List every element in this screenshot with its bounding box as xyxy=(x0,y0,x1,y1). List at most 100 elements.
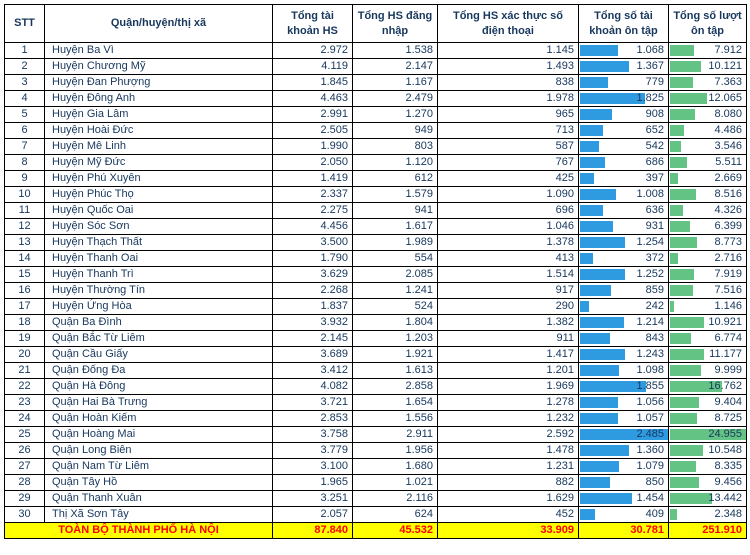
cell-district: Quận Thanh Xuân xyxy=(44,490,273,507)
cell-logins: 1.680 xyxy=(352,458,438,475)
cell-review-accounts: 850 xyxy=(578,474,669,491)
cell-phone-verified: 587 xyxy=(437,138,579,155)
review-accounts-bar xyxy=(580,365,620,376)
cell-district: Quận Cầu Giấy xyxy=(44,346,273,363)
table-row: 19 Quận Bắc Từ Liêm 2.145 1.203 911 843 6.774 xyxy=(4,330,747,347)
cell-value: 2.348 xyxy=(714,508,742,520)
cell-review-sessions: 2.669 xyxy=(668,170,747,187)
cell-value: 5.511 xyxy=(715,156,742,168)
cell-value: 1.825 xyxy=(636,92,664,104)
review-accounts-bar xyxy=(580,333,611,344)
review-accounts-bar xyxy=(580,173,595,184)
cell-logins: 1.579 xyxy=(352,186,438,203)
cell-value: 7.516 xyxy=(714,284,742,296)
cell-logins: 803 xyxy=(352,138,438,155)
cell-review-accounts: 1.243 xyxy=(578,346,669,363)
cell-review-sessions: 5.511 xyxy=(668,154,747,171)
review-accounts-bar xyxy=(580,429,668,440)
review-accounts-bar xyxy=(580,381,647,392)
cell-review-sessions: 9.999 xyxy=(668,362,747,379)
cell-review-sessions: 10.548 xyxy=(668,442,747,459)
cell-phone-verified: 1.145 xyxy=(437,42,579,59)
cell-value: 4.486 xyxy=(714,124,742,136)
cell-total-accounts: 1.845 xyxy=(272,74,353,91)
column-header-stt: STT xyxy=(4,4,45,43)
cell-review-accounts: 652 xyxy=(578,122,669,139)
cell-logins: 1.556 xyxy=(352,410,438,427)
table-row: 21 Quận Đống Đa 3.412 1.613 1.201 1.098 9.999 xyxy=(4,362,747,379)
cell-value: 2.485 xyxy=(636,428,664,440)
column-header-review-sessions: Tổng số lượt ôn tập xyxy=(668,4,747,43)
cell-stt: 3 xyxy=(4,74,45,91)
cell-value: 7.912 xyxy=(714,44,742,56)
cell-value: 931 xyxy=(645,220,664,232)
table-row: 13 Huyện Thạch Thất 3.500 1.989 1.378 1.254 8.… xyxy=(4,234,747,251)
table-row: 11 Huyện Quốc Oai 2.275 941 696 636 4.326 xyxy=(4,202,747,219)
cell-phone-verified: 965 xyxy=(437,106,579,123)
review-accounts-bar xyxy=(580,141,600,152)
cell-review-accounts: 1.254 xyxy=(578,234,669,251)
cell-logins: 949 xyxy=(352,122,438,139)
cell-total-accounts: 2.505 xyxy=(272,122,353,139)
cell-district: Huyện Thường Tín xyxy=(44,282,273,299)
cell-district: Quận Hai Bà Trưng xyxy=(44,394,273,411)
cell-value: 10.921 xyxy=(708,316,742,328)
cell-value: 7.919 xyxy=(714,268,742,280)
cell-review-accounts: 908 xyxy=(578,106,669,123)
cell-value: 6.399 xyxy=(714,220,742,232)
cell-phone-verified: 1.201 xyxy=(437,362,579,379)
review-sessions-bar xyxy=(670,381,722,392)
cell-review-accounts: 859 xyxy=(578,282,669,299)
review-accounts-bar xyxy=(580,477,611,488)
cell-phone-verified: 1.231 xyxy=(437,458,579,475)
review-accounts-bar xyxy=(580,77,608,88)
cell-value: 8.773 xyxy=(714,236,742,248)
cell-logins: 1.956 xyxy=(352,442,438,459)
cell-review-accounts: 542 xyxy=(578,138,669,155)
cell-logins: 2.911 xyxy=(352,426,438,443)
cell-review-sessions: 6.399 xyxy=(668,218,747,235)
cell-phone-verified: 2.592 xyxy=(437,426,579,443)
header-row: STT Quận/huyện/thị xã Tổng tài khoản HS … xyxy=(4,4,747,43)
cell-total-accounts: 2.972 xyxy=(272,42,353,59)
table-row: 26 Quận Long Biên 3.779 1.956 1.478 1.360 10.5… xyxy=(4,442,747,459)
cell-total-accounts: 1.965 xyxy=(272,474,353,491)
column-header-review-accounts: Tổng số tài khoản ôn tập xyxy=(578,4,669,43)
cell-phone-verified: 1.629 xyxy=(437,490,579,507)
review-accounts-bar xyxy=(580,285,611,296)
cell-review-sessions: 2.716 xyxy=(668,250,747,267)
cell-stt: 27 xyxy=(4,458,45,475)
total-review-sessions: 251.910 xyxy=(668,522,747,539)
cell-review-accounts: 409 xyxy=(578,506,669,523)
cell-review-accounts: 2.485 xyxy=(578,426,669,443)
cell-review-sessions: 16.762 xyxy=(668,378,747,395)
table-row: 17 Huyện Ứng Hòa 1.837 524 290 242 1.146 xyxy=(4,298,747,315)
cell-logins: 2.147 xyxy=(352,58,438,75)
table-row: 3 Huyện Đan Phượng 1.845 1.167 838 779 7.363 xyxy=(4,74,747,91)
cell-stt: 18 xyxy=(4,314,45,331)
cell-district: Huyện Ứng Hòa xyxy=(44,298,273,315)
cell-phone-verified: 1.232 xyxy=(437,410,579,427)
cell-review-accounts: 931 xyxy=(578,218,669,235)
cell-stt: 14 xyxy=(4,250,45,267)
cell-total-accounts: 3.779 xyxy=(272,442,353,459)
cell-value: 9.404 xyxy=(714,396,742,408)
table-body: 1 Huyện Ba Vì 2.972 1.538 1.145 1.068 7.912 2 Hu… xyxy=(4,42,747,523)
cell-district: Huyện Thanh Trì xyxy=(44,266,273,283)
cell-review-sessions: 8.335 xyxy=(668,458,747,475)
cell-stt: 21 xyxy=(4,362,45,379)
cell-total-accounts: 4.082 xyxy=(272,378,353,395)
review-accounts-bar xyxy=(580,61,629,72)
cell-review-sessions: 2.348 xyxy=(668,506,747,523)
cell-value: 1.008 xyxy=(636,188,664,200)
review-sessions-bar xyxy=(670,141,681,152)
cell-district: Huyện Đông Anh xyxy=(44,90,273,107)
review-accounts-bar xyxy=(580,509,595,520)
cell-phone-verified: 1.382 xyxy=(437,314,579,331)
cell-stt: 20 xyxy=(4,346,45,363)
cell-district: Quận Tây Hồ xyxy=(44,474,273,491)
cell-value: 16.762 xyxy=(708,380,742,392)
cell-stt: 28 xyxy=(4,474,45,491)
cell-phone-verified: 1.969 xyxy=(437,378,579,395)
cell-phone-verified: 425 xyxy=(437,170,579,187)
